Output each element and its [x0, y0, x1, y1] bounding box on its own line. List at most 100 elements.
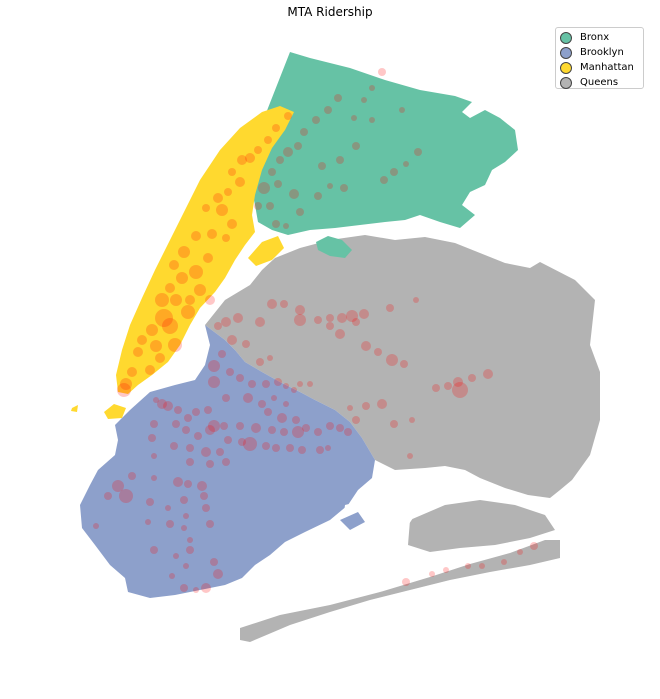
station-marker [193, 587, 199, 593]
station-marker [165, 505, 171, 511]
manhattan-borough [116, 106, 294, 394]
legend-item-manhattan: Manhattan [560, 60, 639, 75]
station-marker [258, 182, 270, 194]
station-marker [227, 335, 237, 345]
station-marker [318, 162, 326, 170]
station-marker [170, 294, 182, 306]
station-marker [264, 136, 272, 144]
station-marker [271, 395, 277, 401]
station-marker [414, 148, 422, 156]
jamaica-bay-water [338, 496, 415, 560]
station-marker [203, 253, 213, 263]
station-marker [254, 202, 262, 210]
station-marker [386, 354, 398, 366]
station-marker [181, 525, 187, 531]
station-marker [340, 184, 348, 192]
station-marker [192, 408, 200, 416]
station-marker [300, 128, 308, 136]
station-marker [120, 378, 132, 390]
station-marker [119, 489, 133, 503]
station-marker [530, 542, 538, 550]
station-marker [204, 406, 212, 414]
station-marker [214, 322, 222, 330]
station-marker [283, 383, 289, 389]
station-marker [296, 208, 304, 216]
station-marker [235, 177, 245, 187]
station-marker [205, 295, 215, 305]
station-marker [236, 374, 244, 382]
station-marker [266, 202, 274, 210]
station-marker [200, 492, 208, 500]
station-marker [302, 424, 310, 432]
station-marker [286, 444, 294, 452]
station-marker [173, 477, 183, 487]
station-marker [222, 234, 230, 242]
station-marker [207, 229, 217, 239]
station-marker [117, 383, 131, 397]
station-marker [176, 272, 188, 284]
station-marker [166, 520, 174, 528]
station-marker [178, 246, 190, 258]
station-marker [168, 338, 182, 352]
station-marker [210, 558, 218, 566]
legend-item-bronx: Bronx [560, 30, 639, 45]
map-title: MTA Ridership [287, 5, 373, 19]
station-marker [213, 193, 223, 203]
station-marker [352, 142, 360, 150]
station-marker [226, 368, 234, 376]
station-marker [218, 350, 226, 358]
station-marker [326, 422, 334, 430]
station-marker [268, 168, 276, 176]
station-marker [297, 381, 303, 387]
legend-item-queens: Queens [560, 75, 639, 90]
station-marker [336, 424, 344, 432]
station-marker [284, 112, 292, 120]
station-marker [216, 204, 228, 216]
station-marker [150, 340, 162, 352]
station-marker [272, 220, 280, 228]
station-marker [148, 434, 156, 442]
station-marker [236, 422, 244, 430]
station-marker [276, 156, 284, 164]
station-marker [145, 519, 151, 525]
station-marker [268, 426, 276, 434]
station-marker [267, 299, 277, 309]
station-marker [374, 348, 382, 356]
station-marker [153, 397, 159, 403]
legend-item-brooklyn: Brooklyn [560, 45, 639, 60]
station-marker [369, 117, 375, 123]
station-marker [407, 453, 413, 459]
station-marker [294, 142, 302, 150]
station-marker [262, 380, 270, 388]
station-marker [146, 498, 154, 506]
jamaica-bay-island [340, 512, 365, 530]
brooklyn-borough [80, 325, 375, 598]
station-marker [251, 423, 261, 433]
station-marker [245, 153, 255, 163]
station-marker [151, 475, 157, 481]
station-marker [202, 204, 210, 212]
station-marker [517, 549, 523, 555]
station-marker [227, 219, 237, 229]
station-marker [222, 394, 230, 402]
station-marker [238, 438, 246, 446]
station-marker [202, 504, 210, 512]
station-marker [409, 417, 415, 423]
station-marker [324, 106, 332, 114]
station-marker [186, 444, 194, 452]
manhattan-swatch [560, 61, 572, 74]
station-marker [183, 513, 189, 519]
station-marker [307, 381, 313, 387]
station-marker [292, 416, 300, 424]
station-marker [189, 265, 203, 279]
station-marker [180, 584, 188, 592]
station-marker [280, 300, 288, 308]
station-marker [283, 223, 289, 229]
station-marker [351, 115, 357, 121]
station-marker [390, 168, 398, 176]
queens-swatch [560, 76, 572, 89]
station-marker [258, 400, 266, 408]
queens-south [408, 500, 555, 552]
station-marker [128, 472, 136, 480]
station-marker [169, 573, 175, 579]
